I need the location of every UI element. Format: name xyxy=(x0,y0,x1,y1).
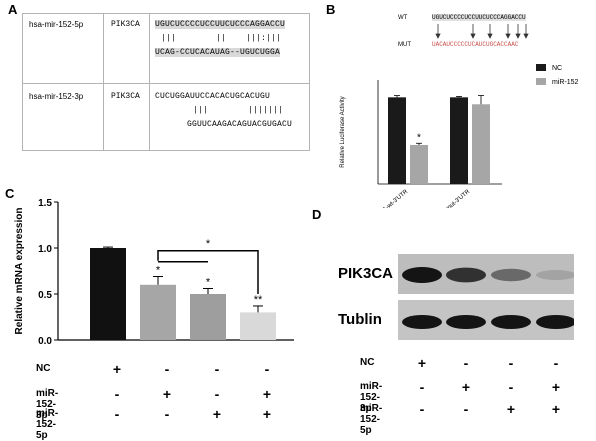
mut-sequence: UACAUCCCCCUCAUCUGCACCAAC xyxy=(432,41,519,48)
blot-band-pik3ca xyxy=(491,268,531,282)
minus-mark: - xyxy=(419,401,425,417)
panel-letter-d: D xyxy=(312,207,322,222)
significance-marker: ** xyxy=(254,294,263,306)
alignment-table: hsa-mir-152-5p PIK3CA UGUCUCCCCUCCUUCUCC… xyxy=(22,13,310,151)
y-axis-label: Relative mRNA expression xyxy=(14,208,25,335)
x-tick-label: PIK3CA-wt-3'UTR xyxy=(369,189,410,208)
mirna-name: hsa-mir-152-5p xyxy=(29,20,84,29)
minus-mark: - xyxy=(553,355,559,371)
x-tick-label: PIK3CA-mut-3'UTR xyxy=(427,189,471,208)
bar xyxy=(190,294,226,340)
significance-marker: * xyxy=(206,276,211,288)
bar xyxy=(388,97,406,184)
wt-label: WT xyxy=(398,15,408,21)
plus-mark: + xyxy=(162,386,172,402)
panel-letter-b: B xyxy=(326,2,336,17)
legend-swatch xyxy=(536,78,546,85)
plus-mark: + xyxy=(551,379,561,395)
y-tick-label: 1.5 xyxy=(38,198,52,209)
condition-label: miR-152-5p xyxy=(36,408,59,441)
bar xyxy=(140,284,176,340)
plus-mark: + xyxy=(551,401,561,417)
minus-mark: - xyxy=(463,401,469,417)
y-tick-label: 0.5 xyxy=(38,290,52,301)
bar xyxy=(410,145,428,184)
pairing-lines: ||| || |||:||| xyxy=(161,34,282,43)
y-tick-label: 0.0 xyxy=(38,336,52,347)
comparison-bracket xyxy=(157,250,259,294)
luciferase-chart: Relative Luciferase Activity PIK3CA-wt-3'… xyxy=(340,64,579,208)
minus-mark: - xyxy=(114,406,120,422)
blot-band-tublin xyxy=(536,315,574,329)
gene-name: PIK3CA xyxy=(111,20,140,29)
blot-label-tublin: Tublin xyxy=(338,311,382,328)
bracket-label: * xyxy=(206,238,211,250)
plus-mark: + xyxy=(506,401,516,417)
plus-mark: + xyxy=(461,379,471,395)
panel-letter-a: A xyxy=(8,2,18,17)
western-blot-image xyxy=(398,254,574,340)
blot-band-tublin xyxy=(446,315,486,329)
target-sequence: UGUCUCCCCUCCUUCUCCCAGGACCU xyxy=(155,20,286,29)
minus-mark: - xyxy=(164,361,170,377)
blot-band-pik3ca xyxy=(536,270,574,280)
condition-label: NC xyxy=(360,357,375,368)
mirna-name: hsa-mir-152-3p xyxy=(29,92,84,101)
legend-label: NC xyxy=(552,65,562,72)
minus-mark: - xyxy=(264,361,270,377)
plus-mark: + xyxy=(262,386,272,402)
condition-label: miR-152-3p xyxy=(360,381,383,414)
blot-band-tublin xyxy=(402,315,442,329)
blot-label-pik3ca: PIK3CA xyxy=(338,265,394,282)
legend-label: miR-152 xyxy=(552,79,579,86)
minus-mark: - xyxy=(508,355,514,371)
mirna-sequence: UCAG-CCUCACAUAG--UGUCUGGA xyxy=(155,48,281,57)
pairing-lines: ||| ||||||| xyxy=(193,106,284,115)
wt-sequence: UGUCUCCCCUCCUUCUCCCAGGACCU xyxy=(432,14,526,21)
bar xyxy=(240,312,276,340)
minus-mark: - xyxy=(508,379,514,395)
minus-mark: - xyxy=(214,361,220,377)
minus-mark: - xyxy=(463,355,469,371)
condition-label: NC xyxy=(36,363,51,374)
mirna-sequence: GGUUCAAGACAGUACGUGACU xyxy=(187,120,293,129)
plus-mark: + xyxy=(417,355,427,371)
minus-mark: - xyxy=(114,386,120,402)
condition-label: miR-152-5p xyxy=(360,403,383,436)
plus-mark: + xyxy=(212,406,222,422)
blot-band-pik3ca xyxy=(402,267,442,283)
blot-band-pik3ca xyxy=(446,267,486,283)
minus-mark: - xyxy=(164,406,170,422)
plus-mark: + xyxy=(262,406,272,422)
minus-mark: - xyxy=(419,379,425,395)
legend-swatch xyxy=(536,64,546,71)
gene-name: PIK3CA xyxy=(111,92,140,101)
panel-letter-c: C xyxy=(5,186,15,201)
blot-band-tublin xyxy=(491,315,531,329)
bar xyxy=(450,97,468,184)
mutation-arrows xyxy=(435,24,529,39)
target-sequence: CUCUGGAUUCCACACUGCACUGU xyxy=(155,92,271,101)
bar xyxy=(90,248,126,340)
y-tick-label: 1.0 xyxy=(38,244,52,255)
plus-mark: + xyxy=(112,361,122,377)
bar xyxy=(472,104,490,184)
y-axis-label: Relative Luciferase Activity xyxy=(340,96,346,167)
significance-marker: * xyxy=(417,132,421,143)
condition-label: miR-152-3p xyxy=(36,388,59,421)
mut-label: MUT xyxy=(398,42,411,48)
minus-mark: - xyxy=(214,386,220,402)
significance-marker: * xyxy=(156,265,161,277)
